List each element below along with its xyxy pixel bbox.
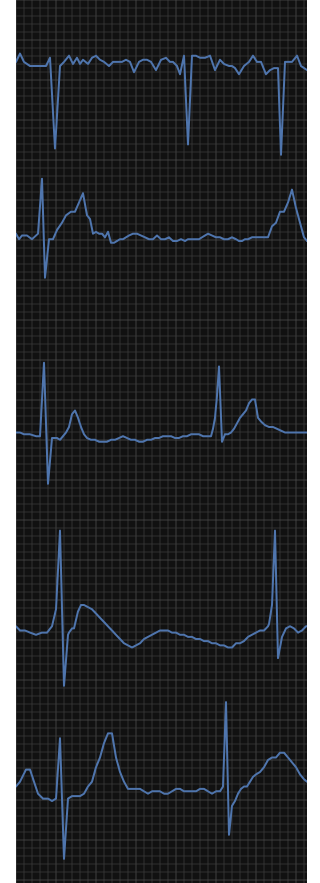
ecg-trace-lead-2 [16,177,307,279]
ecg-trace-lead-4 [16,529,307,687]
ecg-trace-lead-1 [16,52,307,156]
ecg-panel [16,0,307,883]
ecg-trace-lead-3 [16,361,307,485]
ecg-traces [16,52,307,860]
ecg-trace-lead-5 [16,701,307,860]
